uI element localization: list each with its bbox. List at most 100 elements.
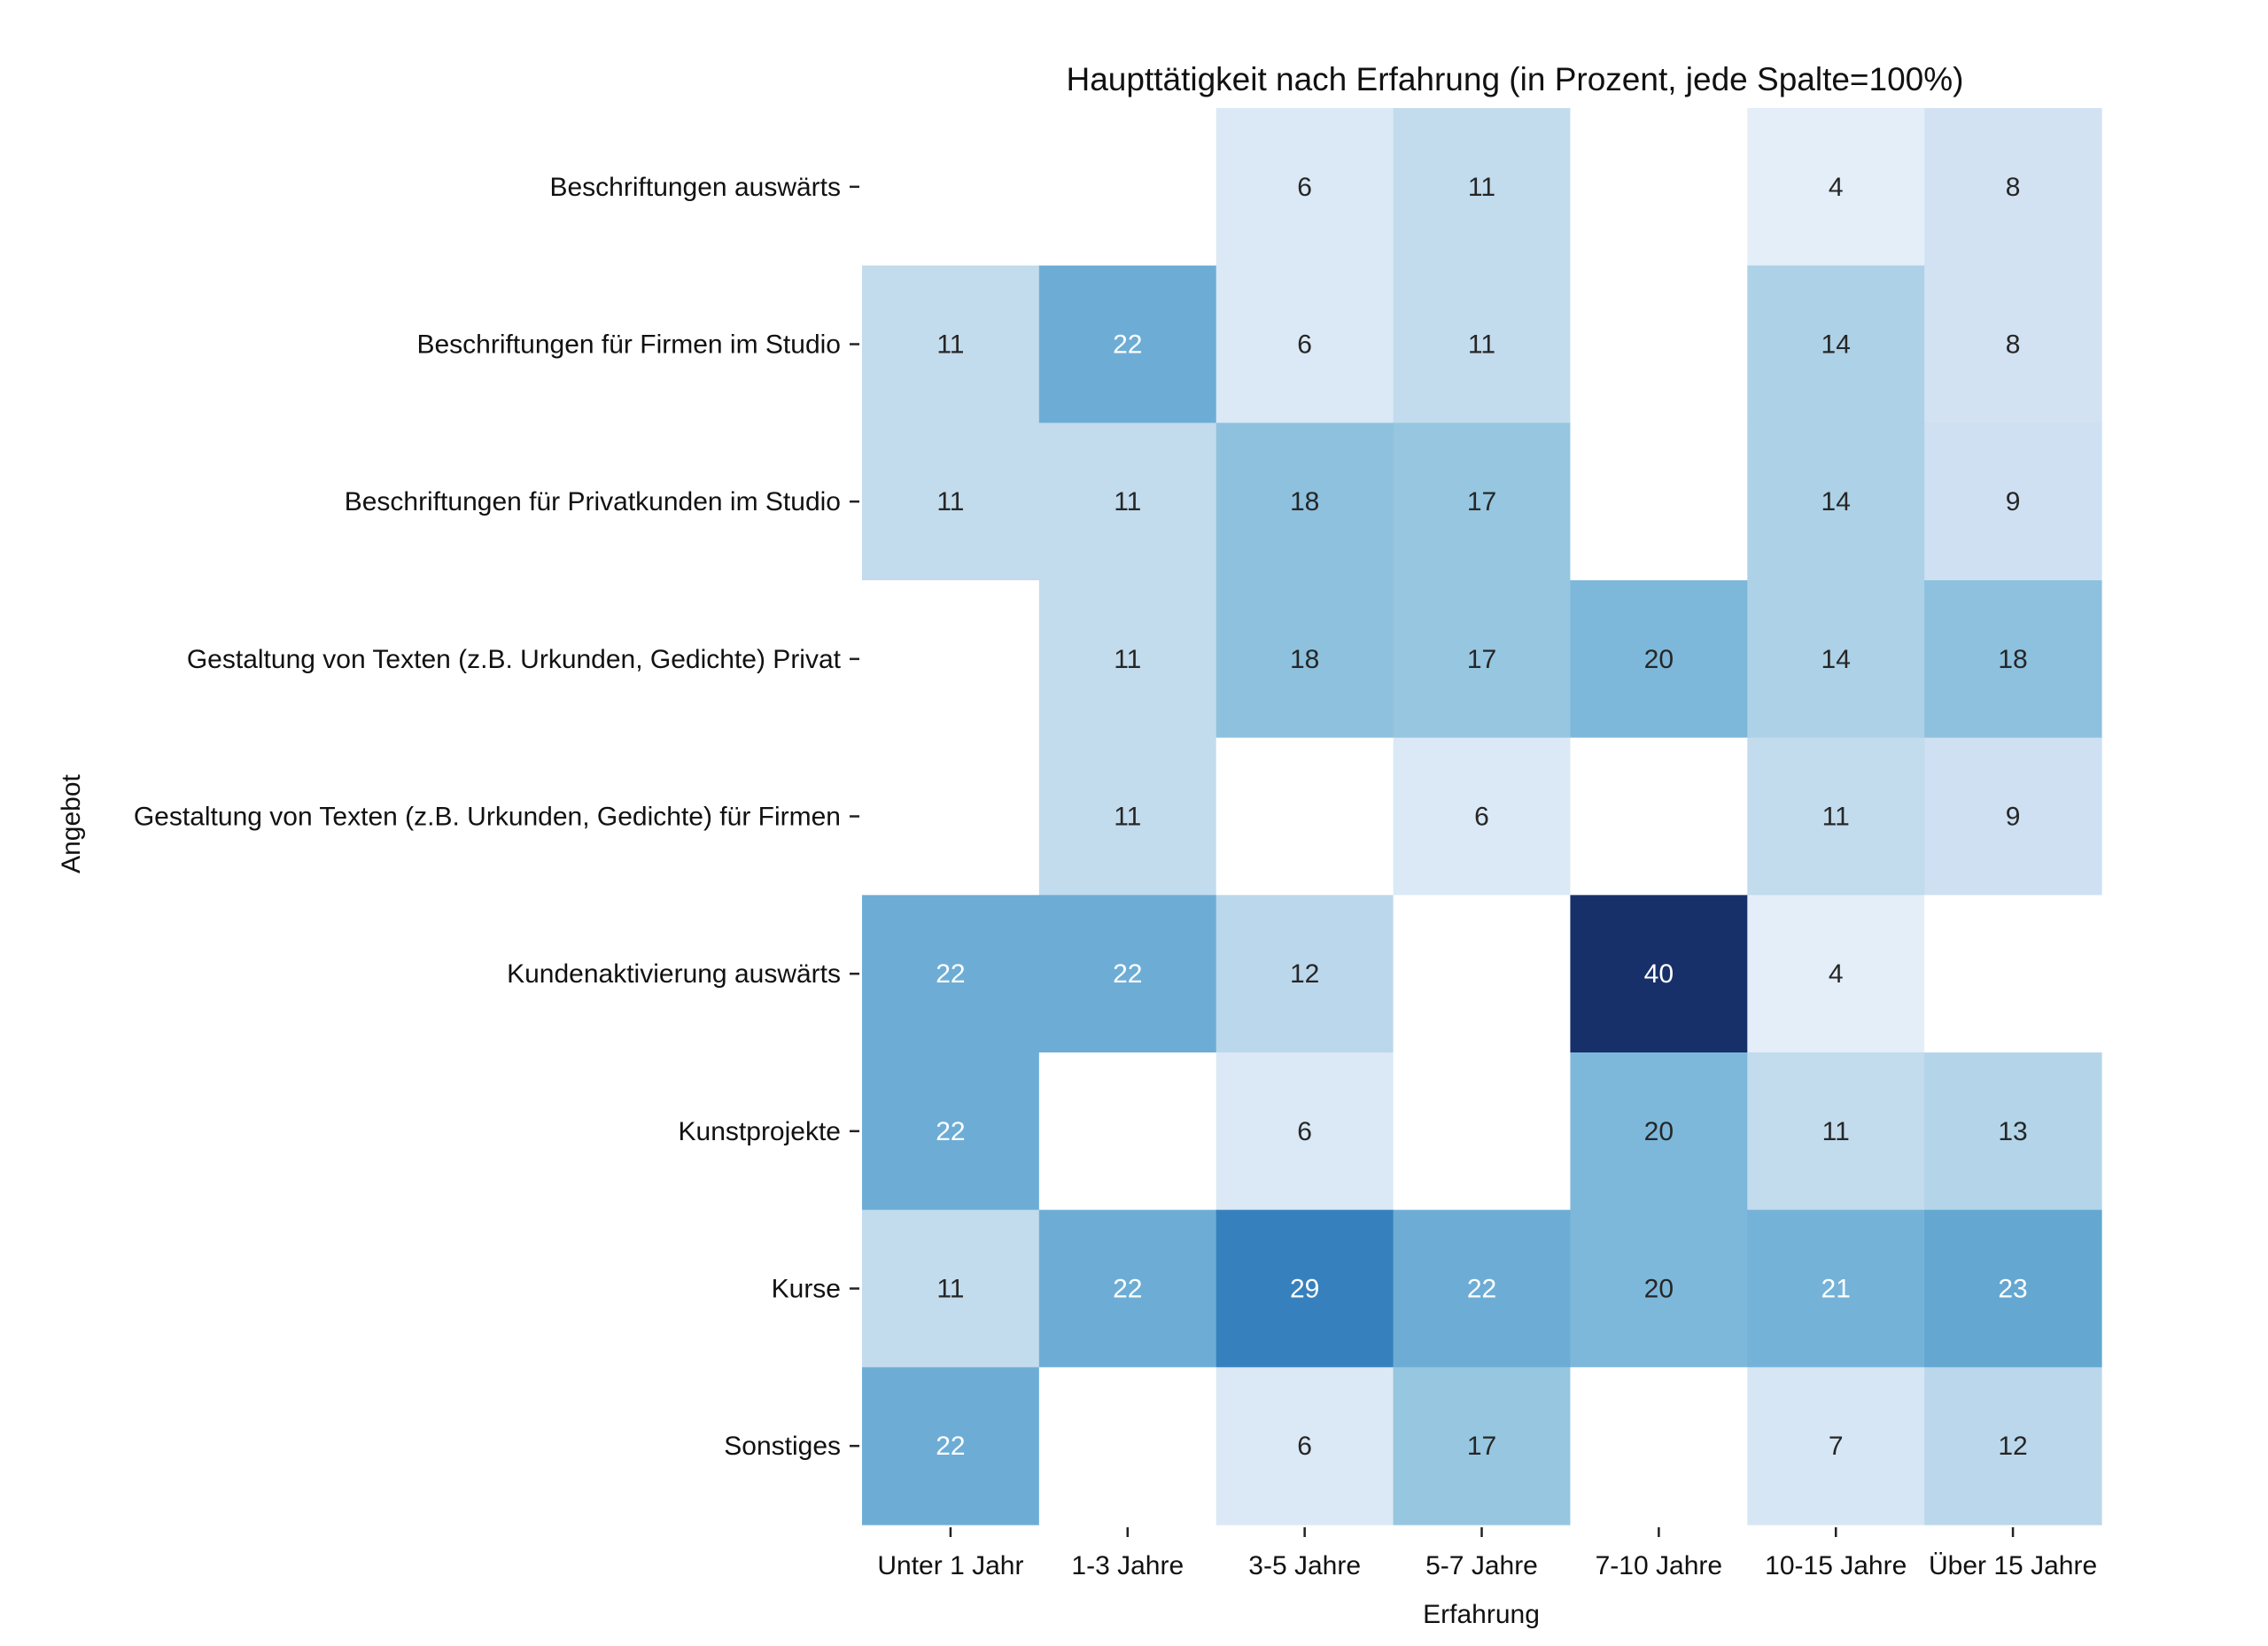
heatmap-cell xyxy=(1216,108,1394,267)
heatmap-cell xyxy=(1570,1209,1748,1368)
heatmap-cell xyxy=(1747,737,1925,896)
x-tick-label: 5-7 Jahre xyxy=(1425,1551,1538,1580)
heatmap-cell xyxy=(1924,423,2102,581)
heatmap-cell xyxy=(1570,1367,1748,1526)
x-tick-label: 7-10 Jahre xyxy=(1596,1551,1722,1580)
cell-value-label: 40 xyxy=(1644,959,1674,989)
heatmap-cell xyxy=(1393,265,1572,423)
cell-value-label: 7 xyxy=(1829,1432,1844,1461)
heatmap-cell xyxy=(1393,1052,1572,1211)
heatmap-cell xyxy=(1216,1052,1394,1211)
heatmap-cell xyxy=(1924,265,2102,423)
heatmap-cell xyxy=(1570,423,1748,581)
cell-value-label: 21 xyxy=(1821,1275,1851,1304)
cell-value-label: 18 xyxy=(1998,645,2027,674)
y-tick-label: Beschriftungen für Privatkunden im Studi… xyxy=(345,487,841,516)
cell-value-label: 11 xyxy=(936,330,964,360)
y-axis-label: Angebot xyxy=(57,773,86,873)
heatmap-cell xyxy=(1216,737,1394,896)
cell-value-label: 11 xyxy=(1822,803,1850,832)
cell-value-label: 6 xyxy=(1297,173,1312,202)
cell-value-label: 17 xyxy=(1467,1432,1496,1461)
cell-value-label: 4 xyxy=(1829,173,1844,202)
x-tick-label: 10-15 Jahre xyxy=(1765,1551,1907,1580)
cell-value-label: 6 xyxy=(1474,803,1489,832)
cell-value-label: 17 xyxy=(1467,645,1496,674)
heatmap-cell xyxy=(1393,423,1572,581)
heatmap-cell xyxy=(1747,108,1925,267)
y-tick-label: Kundenaktivierung auswärts xyxy=(507,959,841,989)
y-tick-label: Gestaltung von Texten (z.B. Urkunden, Ge… xyxy=(134,803,841,832)
heatmap-cell xyxy=(1216,895,1394,1053)
x-axis-label: Erfahrung xyxy=(1423,1600,1540,1629)
heatmap-cell xyxy=(1038,737,1217,896)
cell-value-label: 22 xyxy=(936,959,965,989)
heatmap-cell xyxy=(862,423,1040,581)
cell-value-label: 6 xyxy=(1297,1432,1312,1461)
cell-value-label: 11 xyxy=(936,487,964,516)
cell-value-label: 9 xyxy=(2006,487,2021,516)
x-axis-ticks: Unter 1 Jahr 1-3 Jahre 3-5 Jahre 5-7 Jahre 7… xyxy=(877,1527,2097,1580)
heatmap-cell xyxy=(1038,1367,1217,1526)
heatmap-cell xyxy=(1038,265,1217,423)
heatmap-cell xyxy=(1924,1367,2102,1526)
heatmap-cell xyxy=(1747,423,1925,581)
cell-value-label: 12 xyxy=(1998,1432,2027,1461)
y-tick-label: Sonstiges xyxy=(724,1432,841,1461)
x-tick-label: 3-5 Jahre xyxy=(1248,1551,1361,1580)
heatmap-cell xyxy=(1924,737,2102,896)
x-tick-label: Über 15 Jahre xyxy=(1929,1551,2097,1580)
x-tick-label: 1-3 Jahre xyxy=(1071,1551,1184,1580)
heatmap-cell xyxy=(1924,895,2102,1053)
x-tick-label: Unter 1 Jahr xyxy=(877,1551,1023,1580)
heatmap-cell xyxy=(1216,580,1394,739)
heatmap-cell xyxy=(1216,265,1394,423)
heatmap-cell xyxy=(862,1209,1040,1368)
heatmap-cell xyxy=(862,580,1040,739)
cell-value-label: 14 xyxy=(1821,645,1851,674)
cell-value-label: 8 xyxy=(2006,173,2021,202)
cell-value-label: 18 xyxy=(1290,645,1319,674)
heatmap-cell xyxy=(1747,1367,1925,1526)
chart-title: Haupttätigkeit nach Erfahrung (in Prozen… xyxy=(1067,61,1964,97)
heatmap-cell xyxy=(1038,1052,1217,1211)
heatmap-cell xyxy=(1393,1209,1572,1368)
heatmap-cell xyxy=(1216,1367,1394,1526)
cell-value-label: 8 xyxy=(2006,330,2021,360)
heatmap-cell xyxy=(1924,1209,2102,1368)
cell-value-label: 22 xyxy=(1113,330,1142,360)
y-tick-label: Beschriftungen für Firmen im Studio xyxy=(416,330,841,360)
heatmap-cell xyxy=(1747,895,1925,1053)
heatmap-cell xyxy=(1216,423,1394,581)
heatmap-cell xyxy=(1570,265,1748,423)
cell-value-label: 23 xyxy=(1998,1275,2027,1304)
heatmap-cell xyxy=(1393,108,1572,267)
heatmap-cell xyxy=(1393,580,1572,739)
heatmap-cell xyxy=(862,895,1040,1053)
heatmap-cell xyxy=(862,1367,1040,1526)
cell-value-label: 22 xyxy=(1113,959,1142,989)
cell-value-label: 11 xyxy=(1114,645,1141,674)
y-tick-label: Kurse xyxy=(772,1275,841,1304)
heatmap-cell xyxy=(1924,108,2102,267)
cell-value-label: 6 xyxy=(1297,1117,1312,1146)
heatmap-cells: 6 11 4 8 11 22 6 11 14 8 11 11 18 17 14 9 11 18 17 20 14 18 11… xyxy=(862,108,2102,1526)
heatmap-cell xyxy=(1393,895,1572,1053)
cell-value-label: 22 xyxy=(1467,1275,1496,1304)
heatmap-cell xyxy=(1038,895,1217,1053)
cell-value-label: 11 xyxy=(1114,803,1141,832)
cell-value-label: 18 xyxy=(1290,487,1319,516)
y-tick-label: Gestaltung von Texten (z.B. Urkunden, Ge… xyxy=(187,645,842,674)
heatmap-cell xyxy=(1393,1367,1572,1526)
cell-value-label: 6 xyxy=(1297,330,1312,360)
cell-value-label: 29 xyxy=(1290,1275,1319,1304)
heatmap-cell xyxy=(1924,580,2102,739)
heatmap-cell xyxy=(1570,1052,1748,1211)
cell-value-label: 11 xyxy=(1468,173,1495,202)
heatmap-cell xyxy=(1038,580,1217,739)
cell-value-label: 14 xyxy=(1821,330,1851,360)
heatmap-cell xyxy=(1747,265,1925,423)
y-tick-label: Beschriftungen auswärts xyxy=(549,173,841,202)
cell-value-label: 4 xyxy=(1829,959,1844,989)
heatmap-cell xyxy=(862,1052,1040,1211)
